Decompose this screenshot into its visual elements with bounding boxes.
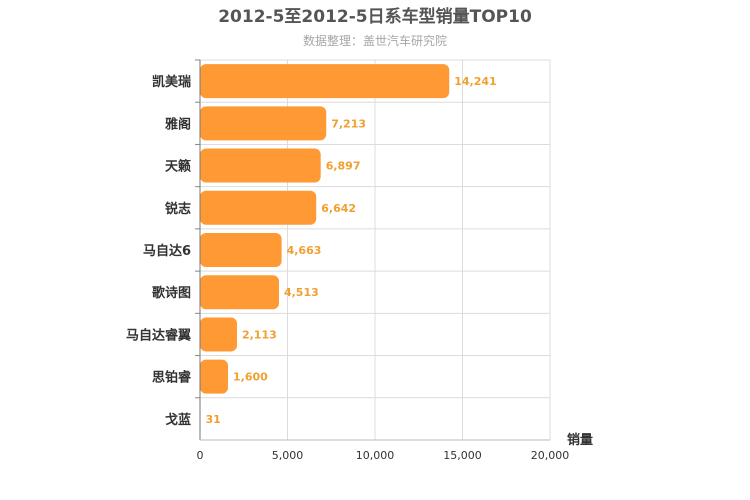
x-tick-label: 15,000 <box>443 449 482 462</box>
data-label: 6,897 <box>326 160 361 173</box>
category-label: 马自达睿翼 <box>126 327 191 343</box>
data-label: 4,663 <box>287 244 322 257</box>
chart-subtitle: 数据整理：盖世汽车研究院 <box>303 33 447 48</box>
chart-title: 2012-5至2012-5日系车型销量TOP10 <box>218 6 532 27</box>
category-label: 凯美瑞 <box>152 74 191 90</box>
bar <box>200 317 237 352</box>
category-label: 马自达6 <box>143 243 191 259</box>
data-label: 1,600 <box>233 371 268 384</box>
category-label: 天籁 <box>165 159 191 175</box>
bar <box>200 233 282 267</box>
data-label: 4,513 <box>284 286 319 299</box>
x-tick-label: 10,000 <box>356 449 395 462</box>
data-label: 7,213 <box>331 117 366 130</box>
data-label: 6,642 <box>321 202 356 215</box>
bar <box>200 359 228 394</box>
x-tick-label: 20,000 <box>531 449 570 462</box>
data-label: 31 <box>206 413 221 426</box>
bar <box>200 106 327 141</box>
category-label: 歌诗图 <box>152 285 191 301</box>
data-label: 2,113 <box>242 328 277 341</box>
category-label: 戈蓝 <box>165 412 191 428</box>
x-tick-label: 5,000 <box>272 449 304 462</box>
bar <box>200 275 279 310</box>
bar <box>200 64 450 99</box>
category-label: 锐志 <box>165 201 191 217</box>
x-axis-title: 销量 <box>567 432 593 448</box>
data-label: 14,241 <box>454 75 496 88</box>
category-label: 雅阁 <box>165 116 191 132</box>
x-tick-label: 0 <box>197 449 204 462</box>
category-label: 思铂睿 <box>152 370 192 386</box>
bars: 14,241 7,213 6,897 6,642 4,663 4,513 2,113 1,60… <box>200 64 497 436</box>
bar <box>200 148 321 183</box>
gridlines <box>199 59 551 441</box>
bar <box>200 190 317 225</box>
